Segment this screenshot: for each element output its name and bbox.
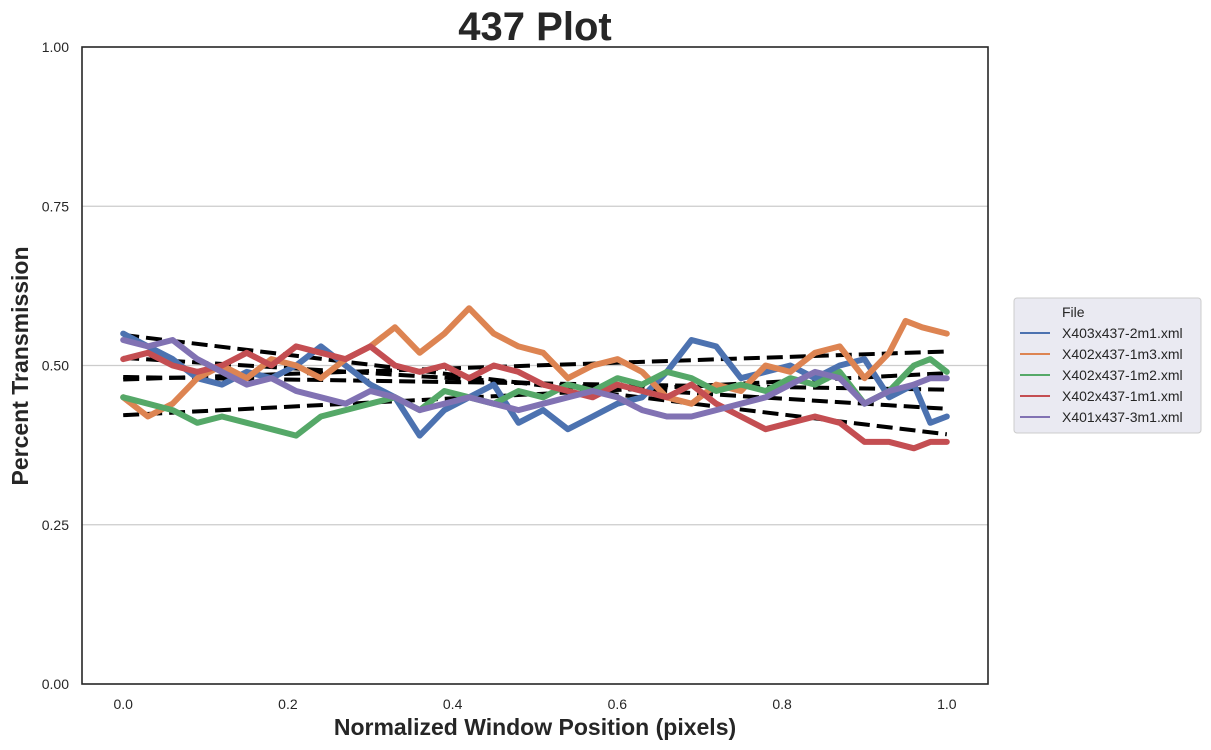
legend-box (1013, 297, 1202, 434)
legend-items: X403x437-2m1.xml X402x437-1m3.xml X402x437… (1020, 325, 1183, 425)
legend-label: X402x437-1m2.xml (1062, 367, 1183, 383)
series-line (120, 305, 950, 420)
series-line (120, 337, 950, 420)
series-line (120, 356, 950, 439)
x-tick-label: 1.0 (937, 696, 957, 712)
y-tick-label: 0.25 (42, 517, 69, 533)
legend: File X403x437-2m1.xmlX402x437-1m3.xmlX40… (1013, 297, 1202, 434)
legend-label: X402x437-1m3.xml (1062, 346, 1183, 362)
x-tick-label: 0.0 (113, 696, 133, 712)
y-tick-label: 1.00 (42, 39, 69, 55)
series-line (120, 343, 950, 452)
x-tick-label: 0.8 (772, 696, 792, 712)
y-tick-label: 0.75 (42, 198, 69, 214)
y-tick-label: 0.50 (42, 358, 69, 374)
y-tick-label: 0.00 (42, 676, 69, 692)
tick-labels: 0.0 0.2 0.4 0.6 0.8 1.0 0.00 0.25 0.50 0.75 1.00 (42, 39, 957, 712)
legend-label: X402x437-1m1.xml (1062, 388, 1183, 404)
chart-title: 437 Plot (458, 5, 611, 49)
x-tick-label: 0.4 (443, 696, 463, 712)
legend-label: X403x437-2m1.xml (1062, 325, 1183, 341)
y-axis-label: Percent Transmission (7, 246, 33, 485)
plot-frame (81, 46, 989, 685)
legend-label: X401x437-3m1.xml (1062, 409, 1183, 425)
x-tick-label: 0.2 (278, 696, 298, 712)
legend-title: File (1062, 304, 1085, 320)
series-layer (120, 305, 950, 452)
x-axis-label: Normalized Window Position (pixels) (334, 714, 736, 740)
x-tick-label: 0.6 (608, 696, 628, 712)
